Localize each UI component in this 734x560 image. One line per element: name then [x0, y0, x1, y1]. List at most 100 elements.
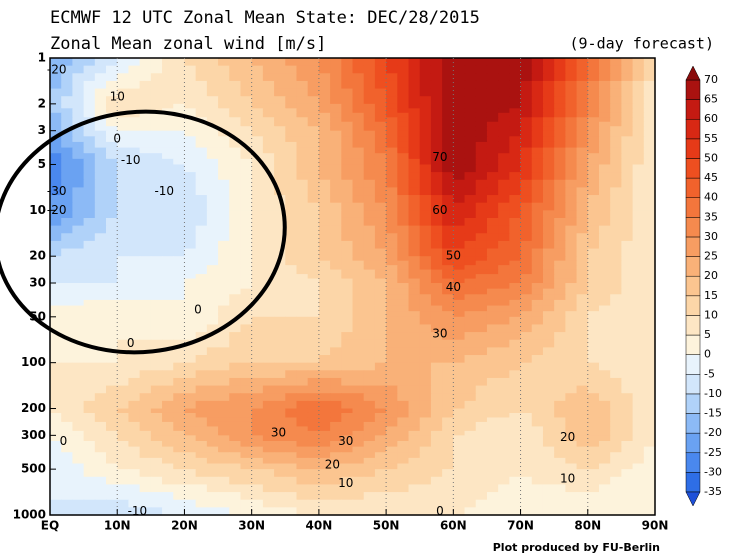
field-cell	[509, 240, 522, 250]
field-cell	[195, 311, 208, 318]
field-cell	[106, 283, 118, 290]
field-cell	[50, 457, 62, 465]
field-cell	[307, 426, 320, 432]
field-cell	[598, 507, 611, 516]
field-cell	[352, 507, 365, 516]
field-cell	[643, 233, 656, 242]
field-cell	[464, 299, 477, 307]
field-cell	[397, 147, 410, 154]
field-cell	[94, 121, 107, 127]
field-cell	[195, 187, 208, 196]
field-cell	[498, 240, 510, 250]
field-cell	[554, 158, 566, 166]
field-cell	[408, 260, 421, 266]
field-cell	[83, 469, 96, 478]
field-cell	[352, 305, 365, 312]
field-cell	[184, 117, 197, 123]
field-cell	[240, 400, 253, 410]
field-cell	[240, 225, 253, 234]
field-cell	[341, 305, 354, 312]
field-cell	[363, 283, 376, 290]
field-cell	[94, 269, 107, 275]
field-cell	[150, 260, 163, 266]
field-cell	[184, 362, 197, 371]
field-cell	[621, 417, 634, 423]
field-cell	[341, 73, 354, 82]
field-cell	[587, 65, 600, 74]
field-cell	[150, 274, 163, 280]
field-cell	[374, 305, 387, 312]
field-cell	[363, 435, 376, 442]
field-cell	[621, 294, 634, 301]
field-cell	[318, 426, 331, 432]
field-cell	[72, 58, 85, 67]
field-cell	[206, 130, 219, 137]
field-cell	[374, 294, 387, 301]
field-cell	[117, 158, 130, 166]
field-cell	[318, 377, 331, 387]
field-cell	[632, 58, 645, 67]
field-cell	[610, 158, 622, 166]
field-cell	[117, 225, 130, 234]
field-cell	[162, 274, 174, 280]
field-cell	[453, 225, 466, 234]
field-cell	[72, 324, 85, 333]
field-cell	[475, 484, 488, 493]
field-cell	[610, 164, 622, 173]
field-cell	[498, 288, 510, 295]
field-cell	[296, 179, 309, 189]
field-cell	[632, 225, 645, 234]
field-cell	[565, 210, 578, 219]
field-cell	[83, 377, 96, 387]
field-cell	[509, 187, 522, 196]
field-cell	[251, 141, 264, 149]
field-cell	[251, 332, 264, 341]
field-cell	[475, 195, 488, 204]
field-cell	[621, 58, 634, 67]
field-cell	[442, 172, 454, 181]
field-cell	[94, 324, 107, 333]
field-cell	[240, 430, 253, 436]
field-cell	[274, 172, 286, 181]
field-cell	[318, 103, 331, 109]
field-cell	[419, 435, 432, 442]
field-cell	[363, 499, 376, 508]
field-cell	[352, 452, 365, 459]
field-cell	[330, 164, 342, 173]
field-cell	[520, 256, 533, 262]
field-cell	[106, 457, 118, 465]
field-cell	[464, 202, 477, 211]
field-cell	[150, 58, 163, 67]
field-cell	[83, 283, 96, 290]
field-cell	[386, 269, 398, 275]
x-tick-label: EQ	[41, 519, 59, 533]
field-cell	[565, 233, 578, 242]
field-cell	[285, 400, 298, 410]
field-cell	[643, 499, 656, 508]
field-cell	[363, 507, 376, 516]
field-cell	[442, 457, 454, 465]
field-cell	[509, 210, 522, 219]
field-cell	[442, 108, 454, 114]
field-cell	[576, 260, 589, 266]
field-cell	[72, 274, 85, 280]
field-cell	[83, 202, 96, 211]
field-cell	[274, 88, 286, 97]
field-cell	[632, 316, 645, 326]
field-cell	[587, 217, 600, 227]
field-cell	[173, 370, 186, 379]
field-cell	[554, 136, 566, 143]
field-cell	[509, 260, 522, 266]
field-cell	[251, 121, 264, 127]
field-cell	[442, 269, 454, 275]
field-cell	[498, 435, 510, 442]
field-cell	[162, 73, 174, 82]
field-cell	[240, 283, 253, 290]
field-cell	[318, 172, 331, 181]
field-cell	[240, 377, 253, 387]
field-cell	[50, 377, 62, 387]
field-cell	[206, 117, 219, 123]
field-cell	[218, 172, 230, 181]
field-cell	[464, 463, 477, 470]
field-cell	[195, 457, 208, 465]
